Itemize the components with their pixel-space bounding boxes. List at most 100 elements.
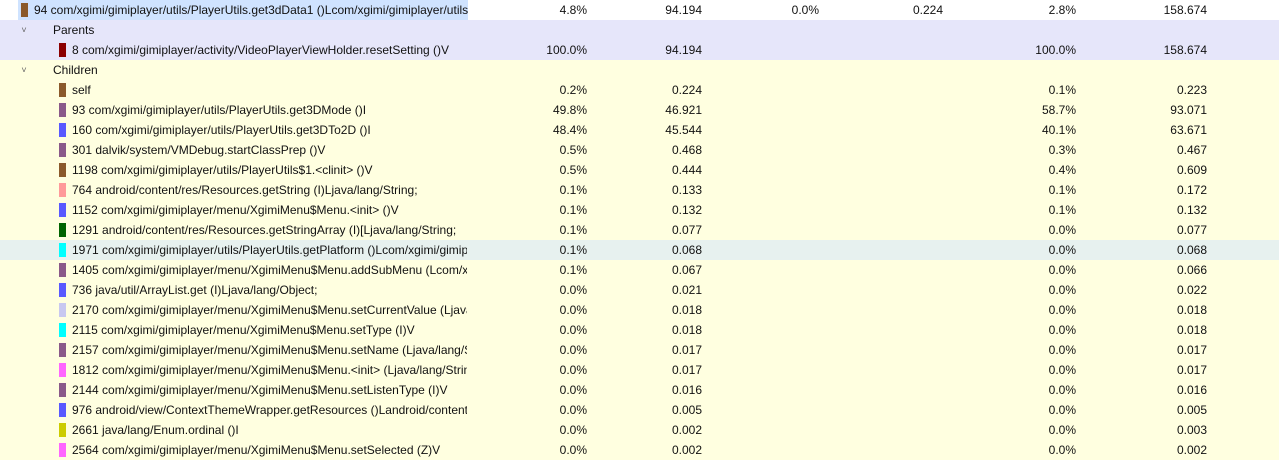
col-incl-cpu-time: 0.018: [671, 323, 702, 337]
col-incl-cpu-pct: 0.1%: [559, 243, 587, 257]
col-incl-real-time: 0.077: [1176, 223, 1207, 237]
col-incl-real-pct: 0.3%: [1048, 143, 1076, 157]
method-name: 2564 com/xgimi/gimiplayer/menu/XgimiMenu…: [72, 443, 441, 457]
method-name: 1405 com/xgimi/gimiplayer/menu/XgimiMenu…: [72, 263, 467, 277]
method-name-cell[interactable]: 2144 com/xgimi/gimiplayer/menu/XgimiMenu…: [57, 380, 467, 400]
col-incl-cpu-pct: 0.5%: [559, 163, 587, 177]
col-incl-cpu-time: 0.077: [671, 223, 702, 237]
method-name-cell[interactable]: 2564 com/xgimi/gimiplayer/menu/XgimiMenu…: [57, 440, 467, 460]
method-row[interactable]: 1152 com/xgimi/gimiplayer/menu/XgimiMenu…: [0, 200, 1279, 220]
method-color-swatch: [59, 343, 66, 357]
method-row[interactable]: 1971 com/xgimi/gimiplayer/utils/PlayerUt…: [0, 240, 1279, 260]
method-name-cell[interactable]: 160 com/xgimi/gimiplayer/utils/PlayerUti…: [57, 120, 467, 140]
method-row[interactable]: self 0.2% 0.224 0.1% 0.223: [0, 80, 1279, 100]
method-row[interactable]: 2115 com/xgimi/gimiplayer/menu/XgimiMenu…: [0, 320, 1279, 340]
col-incl-cpu-pct: 0.0%: [559, 363, 587, 377]
col-incl-real-time: 0.018: [1176, 303, 1207, 317]
col-incl-cpu-pct: 49.8%: [552, 103, 587, 117]
method-row[interactable]: 2564 com/xgimi/gimiplayer/menu/XgimiMenu…: [0, 440, 1279, 460]
col-incl-real-pct: 0.0%: [1048, 303, 1076, 317]
col-incl-cpu-pct: 0.1%: [559, 223, 587, 237]
col-incl-cpu-time: 45.544: [665, 123, 702, 137]
method-name: 1291 android/content/res/Resources.getSt…: [72, 223, 457, 237]
method-name-cell[interactable]: 1152 com/xgimi/gimiplayer/menu/XgimiMenu…: [57, 200, 467, 220]
method-row[interactable]: 2157 com/xgimi/gimiplayer/menu/XgimiMenu…: [0, 340, 1279, 360]
parents-group-header[interactable]: ˅ Parents: [0, 20, 1279, 40]
col-incl-cpu-pct: 0.0%: [559, 303, 587, 317]
col-incl-real-time: 158.674: [1163, 43, 1207, 57]
method-row[interactable]: 1812 com/xgimi/gimiplayer/menu/XgimiMenu…: [0, 360, 1279, 380]
col-incl-cpu-pct: 4.8%: [559, 3, 587, 17]
method-name-cell[interactable]: 2170 com/xgimi/gimiplayer/menu/XgimiMenu…: [57, 300, 467, 320]
method-row[interactable]: 160 com/xgimi/gimiplayer/utils/PlayerUti…: [0, 120, 1279, 140]
col-incl-cpu-pct: 0.0%: [559, 443, 587, 457]
method-row[interactable]: 2661 java/lang/Enum.ordinal ()I 0.0% 0.0…: [0, 420, 1279, 440]
col-incl-cpu-time: 94.194: [665, 3, 702, 17]
method-row[interactable]: 301 dalvik/system/VMDebug.startClassPrep…: [0, 140, 1279, 160]
method-name: self: [72, 83, 91, 97]
method-name-cell[interactable]: self: [57, 80, 467, 100]
method-name-cell[interactable]: 1812 com/xgimi/gimiplayer/menu/XgimiMenu…: [57, 360, 467, 380]
method-row[interactable]: 2170 com/xgimi/gimiplayer/menu/XgimiMenu…: [0, 300, 1279, 320]
children-group-header[interactable]: ˅ Children: [0, 60, 1279, 80]
col-incl-real-time: 0.467: [1176, 143, 1207, 157]
col-incl-real-time: 0.022: [1176, 283, 1207, 297]
method-name: 301 dalvik/system/VMDebug.startClassPrep…: [72, 143, 326, 157]
col-incl-cpu-pct: 0.0%: [559, 383, 587, 397]
chevron-down-icon[interactable]: ˅: [21, 25, 27, 35]
method-name-cell[interactable]: 2661 java/lang/Enum.ordinal ()I: [57, 420, 467, 440]
method-name: 94 com/xgimi/gimiplayer/utils/PlayerUtil…: [34, 3, 468, 17]
method-row[interactable]: 8 com/xgimi/gimiplayer/activity/VideoPla…: [0, 40, 1279, 60]
method-name-cell[interactable]: 1291 android/content/res/Resources.getSt…: [57, 220, 467, 240]
method-name-cell[interactable]: 1405 com/xgimi/gimiplayer/menu/XgimiMenu…: [57, 260, 467, 280]
method-name-cell[interactable]: 2115 com/xgimi/gimiplayer/menu/XgimiMenu…: [57, 320, 467, 340]
col-incl-real-time: 158.674: [1163, 3, 1207, 17]
col-incl-real-pct: 2.8%: [1048, 3, 1076, 17]
method-name-cell[interactable]: 2157 com/xgimi/gimiplayer/menu/XgimiMenu…: [57, 340, 467, 360]
method-name-cell[interactable]: 764 android/content/res/Resources.getStr…: [57, 180, 467, 200]
method-name: 764 android/content/res/Resources.getStr…: [72, 183, 418, 197]
method-color-swatch: [59, 183, 66, 197]
col-incl-cpu-time: 0.018: [671, 303, 702, 317]
col-incl-cpu-pct: 0.1%: [559, 263, 587, 277]
method-row[interactable]: 93 com/xgimi/gimiplayer/utils/PlayerUtil…: [0, 100, 1279, 120]
method-row[interactable]: 1405 com/xgimi/gimiplayer/menu/XgimiMenu…: [0, 260, 1279, 280]
col-incl-real-time: 0.002: [1176, 443, 1207, 457]
method-row[interactable]: 976 android/view/ContextThemeWrapper.get…: [0, 400, 1279, 420]
method-row[interactable]: 1291 android/content/res/Resources.getSt…: [0, 220, 1279, 240]
method-color-swatch: [59, 423, 66, 437]
method-row-top[interactable]: 94 com/xgimi/gimiplayer/utils/PlayerUtil…: [0, 0, 1279, 20]
col-incl-cpu-time: 0.016: [671, 383, 702, 397]
col-incl-real-time: 0.017: [1176, 343, 1207, 357]
method-row[interactable]: 1198 com/xgimi/gimiplayer/utils/PlayerUt…: [0, 160, 1279, 180]
col-incl-real-pct: 0.0%: [1048, 443, 1076, 457]
method-name: 1812 com/xgimi/gimiplayer/menu/XgimiMenu…: [72, 363, 467, 377]
col-incl-real-pct: 0.0%: [1048, 423, 1076, 437]
method-row[interactable]: 764 android/content/res/Resources.getStr…: [0, 180, 1279, 200]
col-excl-cpu-time: 0.224: [912, 3, 943, 17]
col-incl-cpu-time: 0.132: [671, 203, 702, 217]
method-name: 160 com/xgimi/gimiplayer/utils/PlayerUti…: [72, 123, 371, 137]
method-name-cell[interactable]: 976 android/view/ContextThemeWrapper.get…: [57, 400, 467, 420]
col-incl-cpu-time: 46.921: [665, 103, 702, 117]
method-color-swatch: [59, 83, 66, 97]
method-name-cell[interactable]: 93 com/xgimi/gimiplayer/utils/PlayerUtil…: [57, 100, 467, 120]
method-row[interactable]: 736 java/util/ArrayList.get (I)Ljava/lan…: [0, 280, 1279, 300]
parents-label: Parents: [53, 23, 95, 37]
method-name: 2661 java/lang/Enum.ordinal ()I: [72, 423, 239, 437]
col-incl-real-pct: 0.0%: [1048, 383, 1076, 397]
method-name-cell[interactable]: 736 java/util/ArrayList.get (I)Ljava/lan…: [57, 280, 467, 300]
method-name-cell[interactable]: 94 com/xgimi/gimiplayer/utils/PlayerUtil…: [18, 0, 468, 20]
col-incl-cpu-pct: 48.4%: [552, 123, 587, 137]
method-name-cell[interactable]: 1971 com/xgimi/gimiplayer/utils/PlayerUt…: [57, 240, 467, 260]
method-row[interactable]: 2144 com/xgimi/gimiplayer/menu/XgimiMenu…: [0, 380, 1279, 400]
col-incl-real-pct: 0.0%: [1048, 363, 1076, 377]
chevron-down-icon[interactable]: ˅: [21, 65, 27, 75]
method-name-cell[interactable]: 8 com/xgimi/gimiplayer/activity/VideoPla…: [57, 40, 467, 60]
method-name-cell[interactable]: 1198 com/xgimi/gimiplayer/utils/PlayerUt…: [57, 160, 467, 180]
method-color-swatch: [59, 283, 66, 297]
col-incl-cpu-time: 0.444: [671, 163, 702, 177]
method-color-swatch: [59, 143, 66, 157]
method-name-cell[interactable]: 301 dalvik/system/VMDebug.startClassPrep…: [57, 140, 467, 160]
